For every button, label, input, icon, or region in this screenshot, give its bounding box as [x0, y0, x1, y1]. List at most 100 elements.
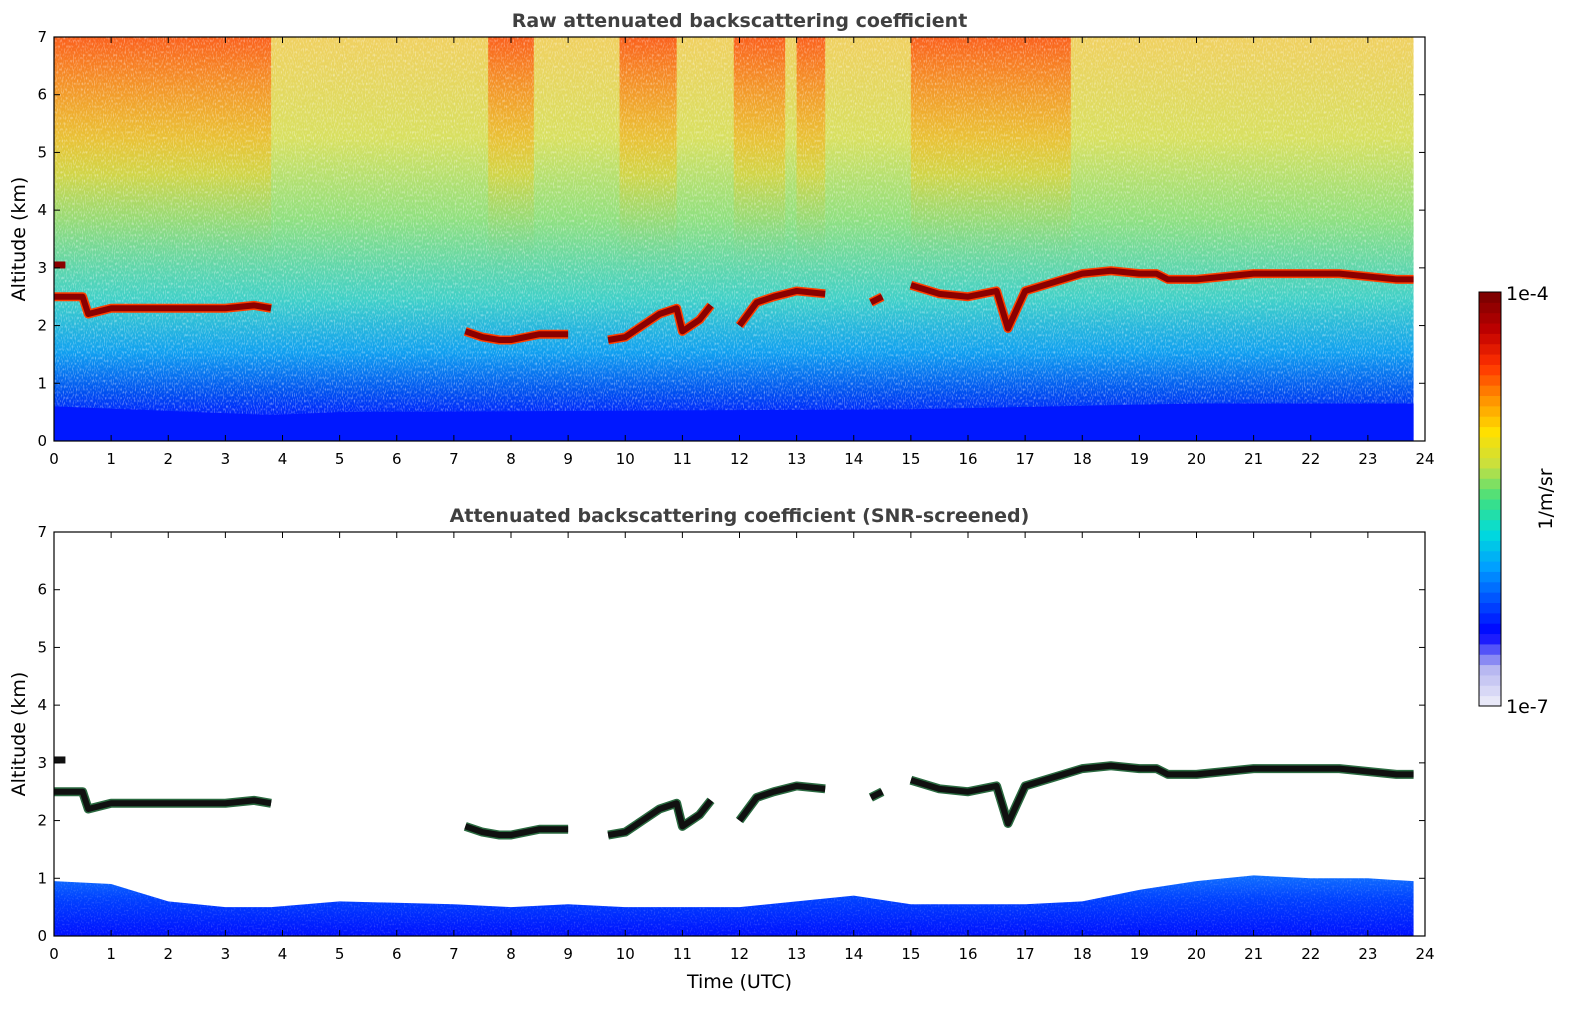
y-tick-label: 6 — [37, 581, 47, 599]
colorbar-step — [1479, 685, 1501, 697]
colorbar-step — [1479, 385, 1501, 396]
cloud-segment — [910, 762, 1414, 827]
x-tick-label: 1 — [106, 450, 116, 468]
colorbar-step — [1479, 323, 1501, 334]
x-tick-label: 6 — [392, 945, 402, 963]
snr-y-axis-label: Altitude (km) — [8, 672, 30, 797]
x-tick-label: 10 — [616, 450, 635, 468]
colorbar-step — [1479, 292, 1501, 303]
colorbar-step — [1479, 550, 1501, 562]
x-tick-label: 21 — [1244, 450, 1263, 468]
colorbar-step — [1479, 540, 1501, 552]
y-tick-label: 6 — [37, 86, 47, 104]
colorbar-step — [1479, 612, 1501, 624]
raw-axes: 0 1 2 3 4 5 6 7 8 9 10 11 12 13 14 15 16 17 18 19 20 21 22 23 24… — [37, 28, 1434, 468]
colorbar-step — [1479, 519, 1501, 531]
x-tick-label: 4 — [278, 450, 288, 468]
y-tick-label: 2 — [37, 317, 47, 335]
x-tick-label: 16 — [958, 450, 977, 468]
x-tick-label: 7 — [449, 945, 459, 963]
x-tick-label: 15 — [901, 450, 920, 468]
x-tick-label: 17 — [1016, 945, 1035, 963]
colorbar-unit-label: 1/m/sr — [1535, 468, 1557, 529]
colorbar-step — [1479, 592, 1501, 603]
x-tick-label: 8 — [506, 945, 516, 963]
y-tick-label: 4 — [37, 696, 47, 714]
x-tick-label: 24 — [1415, 945, 1434, 963]
y-tick-label: 0 — [37, 927, 47, 945]
x-tick-label: 15 — [901, 945, 920, 963]
raw-heatmap — [54, 37, 1414, 441]
colorbar-step — [1479, 467, 1501, 479]
x-tick-label: 23 — [1358, 450, 1377, 468]
y-tick-label: 2 — [37, 812, 47, 830]
x-tick-label: 20 — [1187, 450, 1206, 468]
x-tick-label: 12 — [730, 945, 749, 963]
x-tick-label: 8 — [506, 450, 516, 468]
snr-panel-title: Attenuated backscattering coefficient (S… — [450, 505, 1030, 527]
colorbar-step — [1479, 447, 1501, 459]
x-tick-label: 23 — [1358, 945, 1377, 963]
colorbar-step — [1479, 499, 1501, 510]
colorbar-step — [1479, 302, 1501, 314]
x-tick-label: 6 — [392, 450, 402, 468]
x-tick-label: 12 — [730, 450, 749, 468]
snr-cloud-layer — [54, 756, 1414, 840]
x-tick-label: 10 — [616, 945, 635, 963]
colorbar-step — [1479, 374, 1501, 386]
colorbar-step — [1479, 561, 1501, 572]
x-tick-label: 4 — [278, 945, 288, 963]
colorbar-step — [1479, 343, 1501, 355]
y-tick-label: 7 — [37, 523, 47, 541]
colorbar-step — [1479, 312, 1501, 324]
x-tick-label: 11 — [673, 450, 692, 468]
x-tick-label: 7 — [449, 450, 459, 468]
cloud-segment — [737, 287, 826, 328]
raw-surface-layer — [54, 403, 1414, 441]
colorbar-step — [1479, 509, 1501, 521]
x-tick-label: 9 — [563, 450, 573, 468]
cloud-segment — [869, 789, 884, 801]
y-tick-label: 5 — [37, 143, 47, 161]
snr-screened-panel: Attenuated backscattering coefficient (S… — [8, 505, 1435, 993]
cloud-segment — [737, 782, 826, 823]
x-tick-label: 0 — [49, 945, 59, 963]
colorbar-step — [1479, 426, 1501, 438]
x-tick-label: 9 — [563, 945, 573, 963]
colorbar-step — [1479, 571, 1501, 583]
colorbar-step — [1479, 405, 1501, 417]
x-tick-label: 19 — [1130, 450, 1149, 468]
y-tick-label: 5 — [37, 638, 47, 656]
raw-backscatter-panel: Raw attenuated backscattering coefficien… — [8, 10, 1435, 468]
x-tick-label: 1 — [106, 945, 116, 963]
x-tick-label: 2 — [163, 450, 173, 468]
x-tick-label: 13 — [787, 450, 806, 468]
colorbar-step — [1479, 581, 1501, 593]
x-tick-label: 13 — [787, 945, 806, 963]
colorbar-steps — [1479, 292, 1501, 707]
colorbar-step — [1479, 416, 1501, 428]
cloud-segment — [607, 798, 714, 838]
colorbar: 1e-4 1e-7 1/m/sr — [1478, 283, 1557, 718]
cloud-segment — [54, 293, 272, 318]
cloud-segment — [910, 267, 1414, 332]
raw-y-axis-label: Altitude (km) — [8, 177, 30, 302]
colorbar-step — [1479, 436, 1501, 448]
x-tick-label: 3 — [221, 450, 231, 468]
x-tick-label: 3 — [221, 945, 231, 963]
x-tick-label: 21 — [1244, 945, 1263, 963]
x-axis-label: Time (UTC) — [686, 971, 792, 993]
y-tick-label: 3 — [37, 754, 47, 772]
colorbar-step — [1479, 364, 1501, 376]
y-tick-label: 7 — [37, 28, 47, 46]
colorbar-step — [1479, 654, 1501, 666]
colorbar-step — [1479, 488, 1501, 500]
colorbar-min-label: 1e-7 — [1506, 696, 1549, 718]
snr-plot-frame — [53, 531, 1426, 937]
y-tick-label: 0 — [37, 432, 47, 450]
x-tick-label: 5 — [335, 945, 345, 963]
x-tick-label: 19 — [1130, 945, 1149, 963]
x-tick-label: 11 — [673, 945, 692, 963]
cloud-segment — [464, 823, 569, 838]
